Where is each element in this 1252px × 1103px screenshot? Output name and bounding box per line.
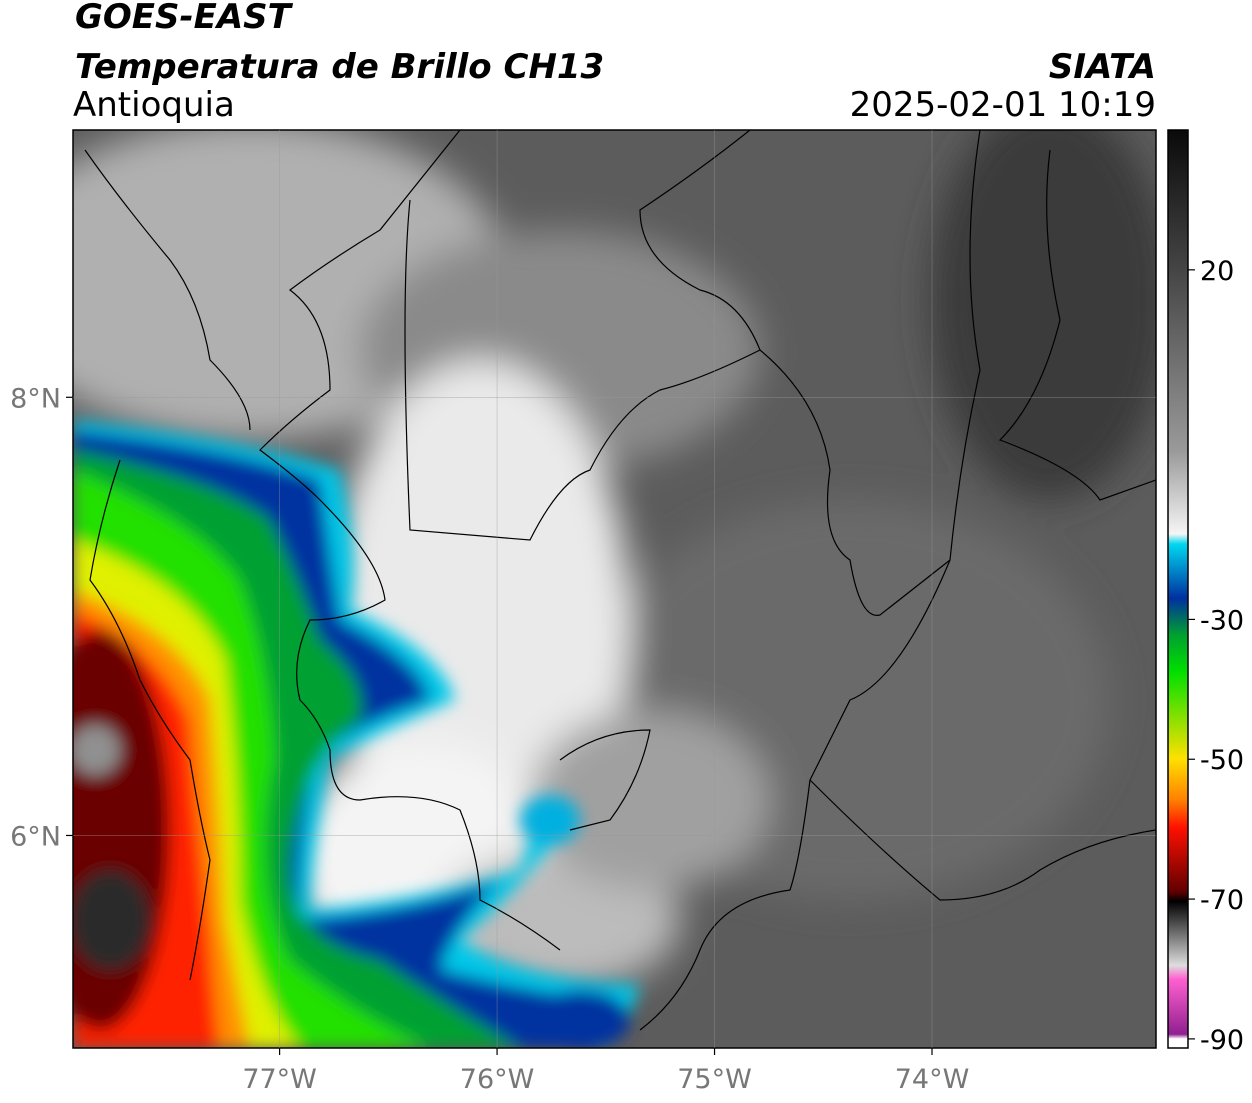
x-tick-label: 77°W: [242, 1064, 317, 1095]
x-tick-label: 75°W: [677, 1064, 752, 1095]
y-tick-label: 6°N: [10, 821, 61, 852]
colorbar-tick-label: -90: [1200, 1025, 1244, 1056]
y-tick-label: 8°N: [10, 383, 61, 414]
x-tick-label: 74°W: [895, 1064, 970, 1095]
colorbar-tick-label: -50: [1200, 745, 1244, 776]
satellite-image: [73, 130, 1156, 1048]
colorbar-tick-label: -30: [1200, 605, 1244, 636]
colorbar-tick-label: -70: [1200, 885, 1244, 916]
region: Antioquia: [73, 85, 235, 125]
map-frame: [72, 129, 1157, 1049]
colorbar-tick-label: 20: [1200, 256, 1234, 287]
subtitle: Temperatura de Brillo CH13: [75, 47, 604, 87]
datetime: 2025-02-01 10:19: [850, 85, 1156, 125]
source: SIATA: [1049, 47, 1156, 87]
x-tick-label: 76°W: [460, 1064, 535, 1095]
title: GOES-EAST: [75, 0, 294, 37]
colorbar: [1167, 129, 1189, 1049]
